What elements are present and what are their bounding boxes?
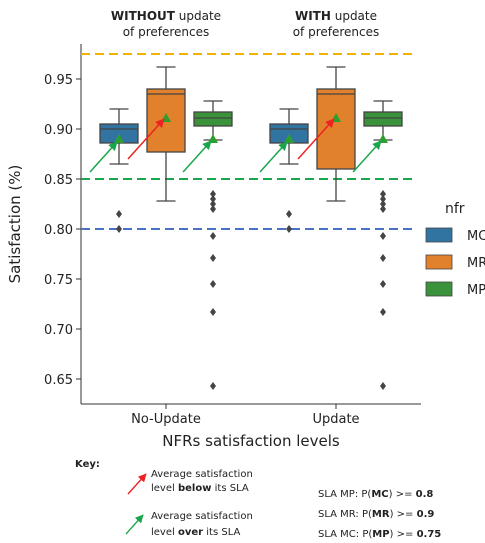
box-mc-no-update	[99, 108, 139, 233]
below-sla-arrow	[127, 118, 165, 160]
outlier-point	[210, 195, 216, 203]
outlier-point	[380, 382, 386, 390]
outlier-point	[380, 195, 386, 203]
group-title-no-update: WITHOUT update	[111, 9, 221, 23]
legend-swatch-mc	[425, 227, 453, 243]
outlier-point	[210, 280, 216, 288]
x-tick-label: No-Update	[131, 412, 201, 427]
legend-swatch-mp	[425, 281, 453, 297]
over-sla-arrow	[89, 141, 118, 173]
outlier-point	[210, 205, 216, 213]
box-mp-update	[363, 100, 403, 390]
below-sla-arrow	[297, 118, 335, 160]
over-sla-arrow	[259, 141, 288, 173]
y-tick-label: 0.90	[44, 123, 73, 138]
x-tick-label: Update	[312, 412, 359, 427]
box-mp-no-update	[193, 100, 233, 390]
outlier-point	[380, 232, 386, 240]
box-mc-update	[269, 108, 309, 233]
x-axis-label: NFRs satisfaction levels	[162, 432, 340, 450]
legend-swatch-mr	[425, 254, 453, 270]
y-tick-label: 0.70	[44, 323, 73, 338]
legend-title: nfr	[445, 201, 465, 217]
outlier-point	[380, 200, 386, 208]
key-red-arrow	[127, 473, 147, 495]
outlier-point	[286, 210, 292, 218]
outlier-point	[116, 225, 122, 233]
sla-line-1: SLA MP: P(MC) >= 0.8	[318, 489, 433, 500]
y-tick-label: 0.95	[44, 73, 73, 88]
outlier-point	[210, 254, 216, 262]
box-iqr	[193, 111, 233, 127]
key-green-arrow	[125, 514, 144, 535]
over-sla-arrow	[352, 140, 382, 173]
legend-label-mr: MR	[467, 256, 485, 271]
key-green-line1: Average satisfaction	[151, 511, 253, 522]
outlier-point	[116, 210, 122, 218]
outlier-point	[210, 308, 216, 316]
y-axis-label: Satisfaction (%)	[6, 165, 24, 284]
outlier-point	[380, 205, 386, 213]
key-red-line2: level below its SLA	[151, 483, 249, 494]
legend-label-mc: MC	[467, 229, 485, 244]
group-subtitle-no-update: of preferences	[123, 25, 210, 39]
outlier-point	[380, 254, 386, 262]
key-title: Key:	[75, 459, 100, 470]
box-mr-no-update	[146, 66, 186, 202]
group-title-update: WITH update	[295, 9, 377, 23]
box-iqr	[363, 111, 403, 127]
box-mr-update	[316, 66, 356, 202]
outlier-point	[380, 190, 386, 198]
y-tick-label: 0.80	[44, 223, 73, 238]
sla-line-2: SLA MR: P(MR) >= 0.9	[318, 509, 434, 520]
key-red-line1: Average satisfaction	[151, 469, 253, 480]
outlier-point	[210, 200, 216, 208]
outlier-point	[210, 382, 216, 390]
box-mean-marker	[284, 134, 294, 143]
legend-label-mp: MP	[467, 283, 485, 298]
over-sla-arrow	[182, 140, 212, 173]
key-green-line2: level over its SLA	[151, 527, 240, 538]
group-subtitle-update: of preferences	[293, 25, 380, 39]
outlier-point	[380, 280, 386, 288]
outlier-point	[286, 225, 292, 233]
y-tick-label: 0.65	[44, 373, 73, 388]
outlier-point	[380, 308, 386, 316]
outlier-point	[210, 232, 216, 240]
y-tick-label: 0.75	[44, 273, 73, 288]
sla-line-3: SLA MC: P(MP) >= 0.75	[318, 529, 441, 540]
box-iqr	[316, 88, 356, 170]
box-mean-marker	[114, 134, 124, 143]
outlier-point	[210, 190, 216, 198]
y-tick-label: 0.85	[44, 173, 73, 188]
